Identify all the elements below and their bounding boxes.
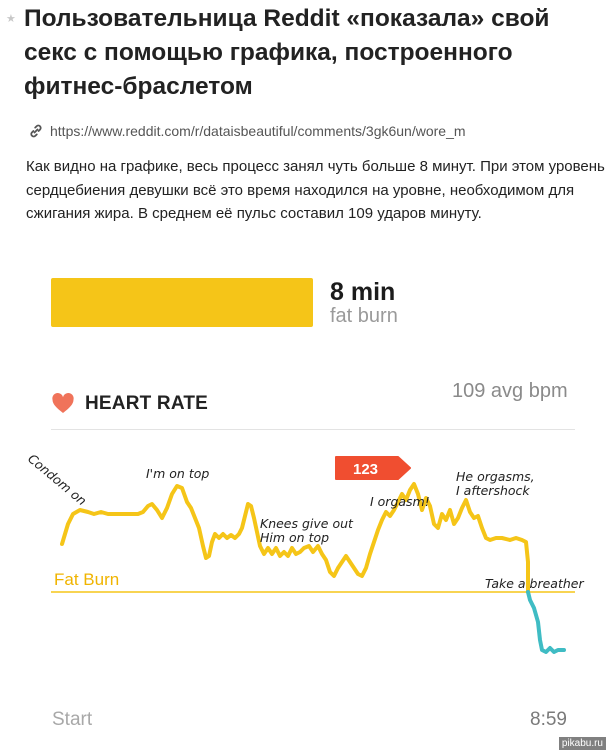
fat-burn-bar [51,278,313,327]
link-icon [30,124,42,138]
source-link[interactable]: https://www.reddit.com/r/dataisbeautiful… [28,121,528,141]
favorite-star-icon[interactable]: ★ [6,13,16,25]
annotation-knees-give-out: Knees give out [260,516,354,531]
avg-bpm: 109 avg bpm [452,380,568,402]
source-url[interactable]: https://www.reddit.com/r/dataisbeautiful… [50,123,466,139]
annotation-take-a-breather: Take a breather [485,576,584,591]
annotation-on-top: I'm on top [146,466,209,481]
header-divider [51,429,575,430]
annotation-i-orgasm: I orgasm! [370,494,430,509]
article-description: Как видно на графике, весь процесс занял… [26,158,605,222]
axis-start-label: Start [52,709,93,730]
fat-burn-zone-label: Fat Burn [54,570,119,589]
annotation-him-on-top: Him on top [260,530,329,545]
heart-rate-chart: Fat Burn 123 Condom on I'm on top Knees … [25,451,584,654]
heart-rate-title: HEART RATE [85,393,209,414]
fat-burn-label: fat burn [330,305,398,327]
heart-icon [52,393,74,413]
axis-end-label: 8:59 [530,709,567,730]
annotation-aftershock: I aftershock [456,483,530,498]
heart-rate-line-fat-burn [60,482,530,594]
watermark: pikabu.ru [558,737,606,750]
heart-rate-figure: 8 min fat burn HEART RATE 109 avg bpm Fa… [0,262,608,752]
annotation-he-orgasms: He orgasms, [456,469,535,484]
peak-bubble-value: 123 [353,461,378,478]
heart-rate-line-below-zone [526,590,566,654]
fat-burn-value: 8 min [330,278,396,306]
annotation-condom-on: Condom on [25,451,90,509]
article-title: Пользовательница Reddit «показала» свой … [24,5,550,100]
peak-bubble: 123 [335,456,411,480]
